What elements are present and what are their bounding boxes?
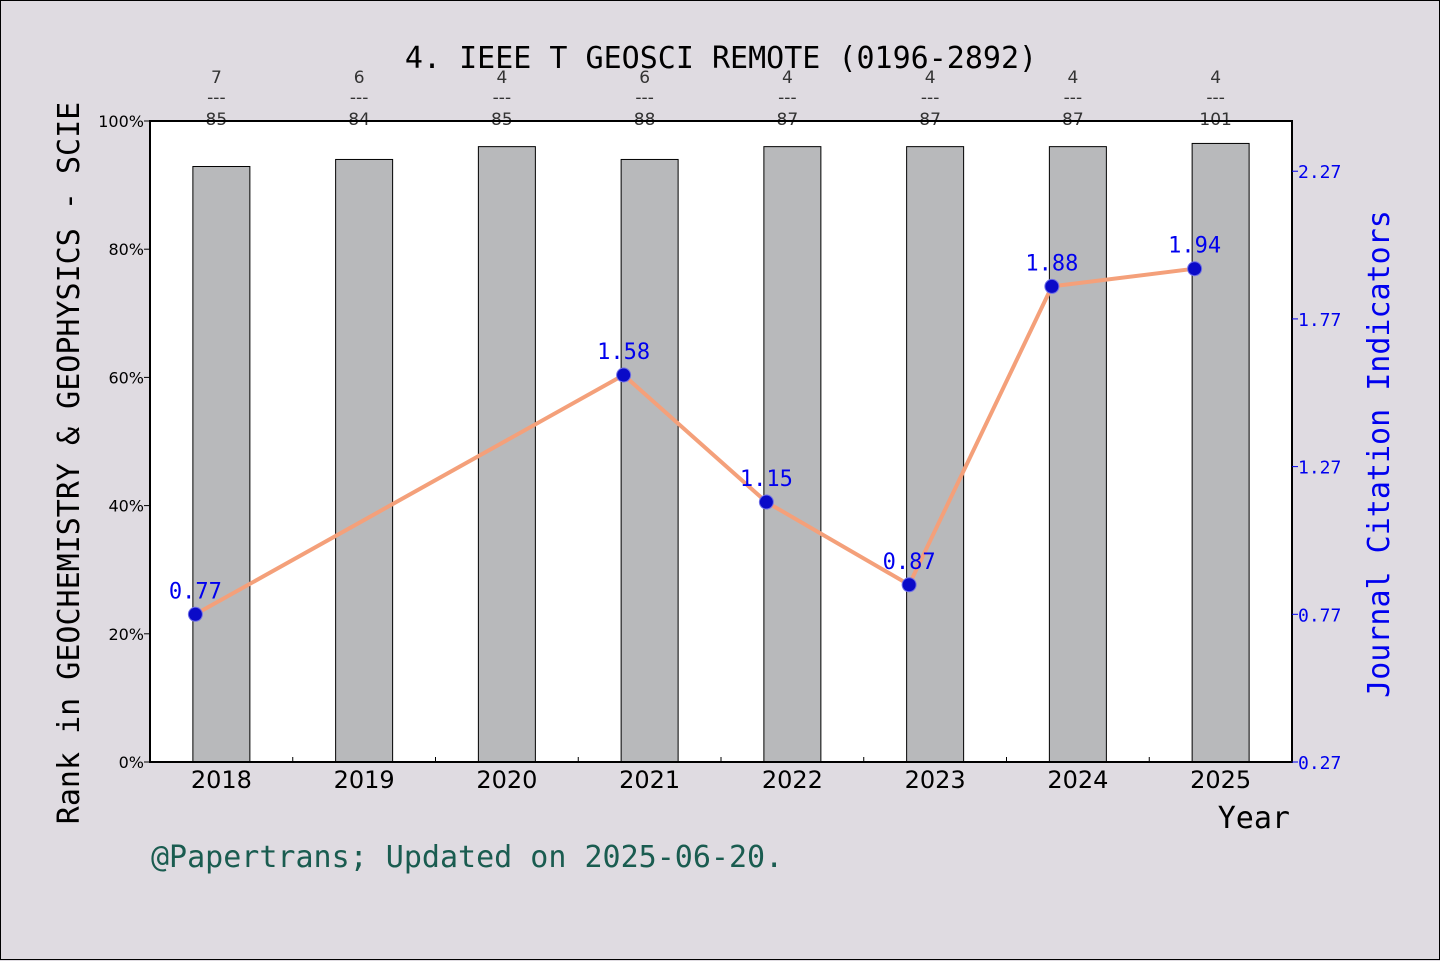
left-tick-label: 100% bbox=[98, 112, 144, 131]
rank-label: 7 bbox=[211, 68, 222, 88]
right-tick-label: 1.77 bbox=[1298, 310, 1341, 331]
rank-separator: --- bbox=[1206, 88, 1224, 108]
rank-separator: --- bbox=[635, 88, 653, 108]
jci-point bbox=[758, 494, 774, 510]
bar bbox=[763, 146, 822, 763]
jci-data-label: 1.15 bbox=[740, 467, 793, 492]
chart-title: 4. IEEE T GEOSCI REMOTE (0196-2892) bbox=[405, 41, 1037, 76]
left-tick-label: 0% bbox=[119, 753, 144, 772]
left-axis-label: Rank in GEOCHEMISTRY & GEOPHYSICS - SCIE bbox=[52, 102, 87, 824]
footer-note: @Papertrans; Updated on 2025-06-20. bbox=[151, 840, 783, 875]
jci-line-layer: 0.77 1.58 1.15 0.87 1.88 1.94 bbox=[169, 234, 1221, 622]
rank-separator: --- bbox=[921, 88, 939, 108]
rank-labels-layer: 7---856---844---856---884---874---874---… bbox=[206, 68, 1232, 130]
rank-label: 4 bbox=[782, 68, 793, 88]
jci-data-label: 0.87 bbox=[883, 550, 936, 575]
jci-data-label: 1.94 bbox=[1168, 234, 1221, 259]
right-axis-label: Journal Citation Indicators bbox=[1362, 210, 1397, 698]
rank-label: 4 bbox=[1067, 68, 1078, 88]
x-tick-label: 2020 bbox=[476, 766, 537, 794]
jci-data-label: 1.58 bbox=[597, 340, 650, 365]
x-tick-label: 2023 bbox=[905, 766, 966, 794]
right-tick-label: 0.27 bbox=[1298, 753, 1341, 774]
bar bbox=[1191, 142, 1250, 763]
rank-label: 6 bbox=[639, 68, 650, 88]
jci-point bbox=[1187, 261, 1203, 277]
jci-data-label: 0.77 bbox=[169, 579, 222, 604]
right-tick-label: 2.27 bbox=[1298, 162, 1341, 183]
x-tick-label: 2018 bbox=[191, 766, 252, 794]
jci-point bbox=[616, 367, 632, 383]
x-tick-label: 2025 bbox=[1190, 766, 1251, 794]
rank-label: 4 bbox=[496, 68, 507, 88]
x-tick-label: 2021 bbox=[619, 766, 680, 794]
left-tick-label: 60% bbox=[108, 368, 144, 387]
bar bbox=[335, 158, 394, 763]
right-tick-label: 0.77 bbox=[1298, 605, 1341, 626]
rank-label: 4 bbox=[925, 68, 936, 88]
left-tick-label: 80% bbox=[108, 240, 144, 259]
bar bbox=[1048, 146, 1107, 763]
x-tick-label: 2024 bbox=[1047, 766, 1108, 794]
rank-separator: --- bbox=[778, 88, 796, 108]
x-axis: 2018 2019 2020 2021 2022 2023 2024 2025 bbox=[149, 757, 1293, 794]
plot-area bbox=[150, 121, 1292, 762]
jci-data-label: 1.88 bbox=[1025, 251, 1078, 276]
bars-layer bbox=[192, 142, 1250, 763]
jci-point bbox=[1044, 278, 1060, 294]
bar bbox=[620, 158, 679, 763]
jci-series-line bbox=[194, 266, 1195, 617]
rank-separator: --- bbox=[493, 88, 511, 108]
rank-label: 6 bbox=[354, 68, 365, 88]
left-tick-label: 20% bbox=[108, 625, 144, 644]
x-axis-label: Year bbox=[1218, 801, 1290, 836]
right-tick-label: 1.27 bbox=[1298, 458, 1341, 479]
x-tick-label: 2019 bbox=[334, 766, 395, 794]
jci-point bbox=[187, 606, 203, 622]
x-tick-label: 2022 bbox=[762, 766, 823, 794]
rank-label: 4 bbox=[1210, 68, 1221, 88]
bar bbox=[906, 146, 965, 763]
right-axis: 0.27 0.77 1.27 1.77 2.27 bbox=[1292, 162, 1341, 774]
left-tick-label: 40% bbox=[108, 497, 144, 516]
rank-separator: --- bbox=[350, 88, 368, 108]
rank-separator: --- bbox=[1064, 88, 1082, 108]
bar bbox=[477, 146, 536, 763]
rank-separator: --- bbox=[207, 88, 225, 108]
left-axis: 0% 20% 40% 60% 80% 100% bbox=[98, 112, 150, 772]
bar bbox=[192, 166, 251, 763]
jci-point bbox=[901, 577, 917, 593]
